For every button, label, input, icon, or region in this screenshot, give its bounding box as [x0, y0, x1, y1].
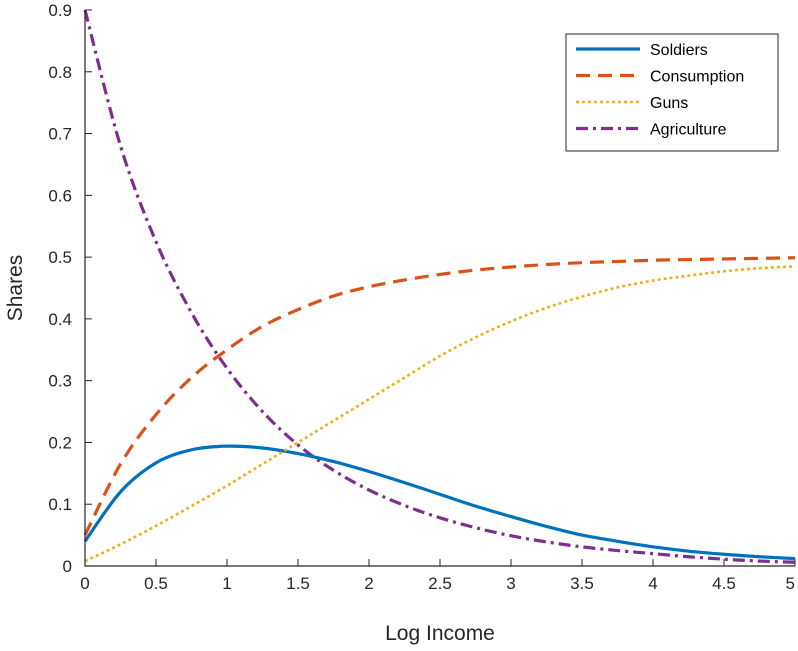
y-tick-label: 0.4 — [48, 310, 72, 329]
y-tick-label: 0.5 — [48, 248, 72, 267]
x-tick-label: 5 — [786, 574, 795, 593]
x-tick-label: 1.5 — [286, 574, 310, 593]
legend-label-guns: Guns — [650, 95, 688, 112]
series-line-agriculture — [83, 9, 796, 564]
legend-box — [565, 33, 779, 152]
x-tick-label: 3.5 — [570, 574, 594, 593]
series-line-guns — [84, 265, 796, 563]
series-line-soldiers — [83, 444, 796, 561]
legend-label-consumption: Consumption — [650, 69, 744, 86]
series-line-consumption — [83, 256, 796, 536]
x-tick-label: 0 — [80, 574, 89, 593]
x-tick-label: 2.5 — [428, 574, 452, 593]
legend-items: Soldiers Consumption Guns Agriculture — [576, 42, 744, 139]
axes-frame — [84, 10, 795, 567]
x-tick-label: 1 — [222, 574, 231, 593]
y-tick-label: 0.1 — [48, 495, 72, 514]
y-tick-label: 0.3 — [48, 372, 72, 391]
legend-label-soldiers: Soldiers — [650, 42, 708, 59]
x-axis-label: Log Income — [385, 622, 495, 645]
x-axis-ticks: 0 0.5 1 1.5 2 2.5 3 3.5 4 4.5 5 — [80, 559, 796, 593]
y-tick-label: 0 — [63, 557, 72, 576]
legend: Soldiers Consumption Guns Agriculture — [565, 33, 779, 152]
x-tick-label: 0.5 — [144, 574, 168, 593]
x-tick-label: 3 — [506, 574, 515, 593]
x-tick-label: 2 — [364, 574, 373, 593]
y-tick-label: 0.9 — [48, 1, 72, 20]
legend-label-agriculture: Agriculture — [650, 122, 727, 139]
y-axis-ticks: 0 0.1 0.2 0.3 0.4 0.5 0.6 0.7 0.8 0.9 — [48, 1, 92, 576]
x-tick-label: 4.5 — [712, 574, 736, 593]
y-tick-label: 0.6 — [48, 186, 72, 205]
series-layer — [83, 9, 796, 564]
y-tick-label: 0.7 — [48, 125, 72, 144]
y-axis-label: Shares — [4, 255, 27, 322]
y-tick-label: 0.8 — [48, 63, 72, 82]
y-tick-label: 0.2 — [48, 433, 72, 452]
x-tick-label: 4 — [648, 574, 657, 593]
